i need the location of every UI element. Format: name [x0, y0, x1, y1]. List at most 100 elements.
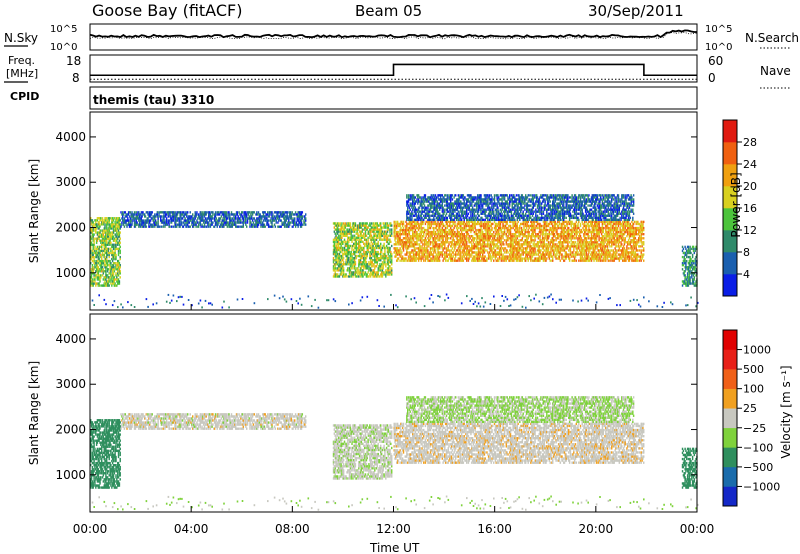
power-cell — [526, 241, 529, 244]
power-cell — [533, 220, 535, 224]
power-cell — [376, 222, 379, 225]
power-cell — [524, 251, 526, 254]
power-cell — [203, 225, 206, 228]
power-cell — [536, 222, 539, 226]
power-cell — [414, 259, 417, 262]
power-cell — [92, 229, 94, 232]
power-cell — [173, 217, 175, 220]
power-cell — [411, 259, 413, 262]
power-cell — [110, 225, 112, 228]
power-cell — [471, 226, 473, 230]
power-cell — [454, 241, 456, 244]
power-cell — [91, 278, 94, 281]
power-cell — [498, 235, 501, 238]
power-cell — [506, 257, 508, 260]
power-cell — [351, 228, 353, 231]
power-cell — [421, 230, 423, 234]
power-cell — [175, 221, 177, 224]
power-cell — [410, 226, 412, 230]
power-cell — [401, 228, 403, 232]
power-cell — [417, 253, 420, 256]
power-cell — [348, 236, 350, 239]
power-cell — [383, 232, 385, 235]
power-cell — [91, 249, 94, 253]
power-cell — [116, 264, 118, 267]
power-cell — [394, 255, 396, 258]
power-cell — [509, 237, 511, 240]
power-cell — [434, 233, 436, 236]
power-cell — [249, 225, 251, 228]
power-cell — [482, 253, 484, 256]
power-cell — [343, 234, 346, 237]
power-cell — [369, 275, 372, 278]
power-cell — [428, 255, 431, 258]
power-cell — [250, 217, 252, 220]
power-cell — [106, 237, 109, 240]
power-cell — [355, 271, 358, 274]
power-cell — [106, 229, 109, 232]
power-cell — [378, 259, 380, 262]
power-cell — [478, 230, 481, 234]
power-cell — [407, 226, 410, 230]
power-cell — [482, 237, 485, 240]
power-cell — [115, 262, 117, 265]
power-cell — [265, 213, 267, 216]
power-cell — [225, 213, 228, 216]
power-cell — [115, 245, 117, 249]
power-cell — [162, 217, 164, 220]
power-cell — [262, 225, 264, 228]
power-cell — [467, 253, 470, 256]
power-cell — [107, 231, 110, 234]
power-cell — [409, 245, 411, 248]
power-cell — [521, 230, 524, 234]
power-cell — [336, 273, 338, 276]
power-cell — [493, 251, 496, 254]
power-cell — [303, 223, 305, 226]
power-cell — [527, 253, 529, 256]
power-cell — [193, 223, 196, 226]
power-cell — [336, 224, 338, 227]
power-cell — [346, 248, 348, 252]
power-cell — [90, 241, 93, 244]
power-cell — [408, 245, 411, 248]
power-cell — [522, 253, 524, 256]
power-cell — [426, 220, 428, 224]
power-cell — [242, 219, 245, 222]
power-cell — [334, 259, 336, 262]
power-cell — [536, 226, 539, 230]
power-cell — [503, 257, 506, 260]
power-cell — [473, 239, 476, 242]
power-cell — [368, 269, 370, 272]
power-cell — [141, 223, 143, 226]
power-cell — [297, 215, 299, 218]
power-cell — [530, 239, 533, 242]
power-cell — [526, 220, 529, 224]
power-cell — [425, 257, 427, 260]
power-cell — [336, 238, 338, 241]
power-cell — [527, 233, 529, 236]
power-cell — [376, 226, 379, 229]
power-cell — [151, 217, 153, 220]
power-cell — [396, 224, 398, 228]
power-cell — [355, 236, 358, 239]
power-cell — [245, 221, 247, 224]
power-cell — [447, 245, 449, 248]
power-cell — [369, 273, 371, 276]
power-cell — [382, 238, 384, 241]
power-cell — [285, 219, 288, 222]
power-cell — [380, 269, 382, 272]
power-cell — [278, 225, 280, 228]
power-cell — [140, 211, 143, 214]
power-cell — [512, 243, 514, 246]
power-cell — [407, 228, 409, 232]
power-cell — [256, 211, 258, 214]
power-cell — [118, 247, 121, 251]
power-cell — [111, 231, 114, 234]
power-cell — [472, 241, 475, 244]
power-cell — [447, 249, 449, 252]
power-cell — [103, 229, 105, 232]
power-cell — [470, 241, 472, 244]
power-cell — [301, 223, 304, 226]
power-cell — [373, 232, 375, 235]
power-cell — [253, 225, 256, 228]
